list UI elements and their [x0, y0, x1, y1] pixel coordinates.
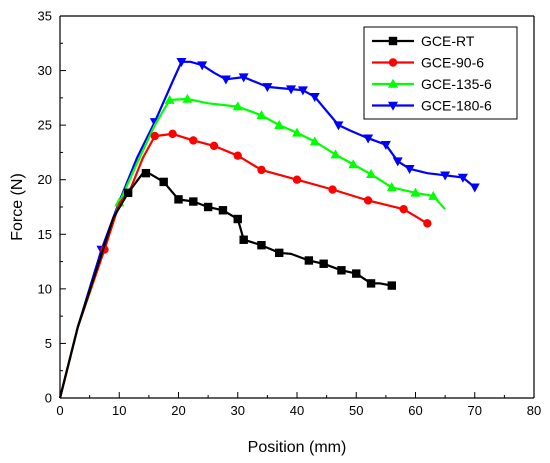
- data-point: [297, 86, 308, 96]
- data-point: [164, 94, 175, 104]
- data-point: [363, 196, 373, 205]
- data-point: [257, 165, 266, 175]
- data-point: [410, 187, 421, 197]
- y-tick-label: 20: [38, 172, 52, 187]
- data-point: [262, 83, 273, 93]
- data-point: [203, 202, 213, 212]
- data-point: [366, 279, 376, 288]
- data-point: [292, 175, 302, 184]
- x-tick-label: 80: [527, 403, 541, 418]
- data-point: [218, 206, 228, 215]
- data-point: [428, 190, 439, 200]
- data-point: [239, 235, 248, 244]
- data-point: [220, 75, 231, 85]
- data-point: [141, 168, 151, 178]
- plot-area: [58, 58, 480, 399]
- series-gce-rt: [58, 168, 396, 399]
- legend-label: GCE-90-6: [421, 55, 484, 71]
- legend-entry-gce-180-6: GCE-180-6: [372, 98, 492, 114]
- y-axis-title: Force (N): [9, 173, 26, 241]
- data-point: [440, 171, 451, 181]
- data-point: [457, 173, 468, 183]
- data-point: [123, 188, 133, 198]
- data-point: [274, 119, 285, 129]
- y-tick-label: 10: [38, 281, 52, 296]
- data-point: [423, 219, 432, 228]
- legend-marker: [388, 36, 398, 46]
- x-tick-label: 10: [112, 403, 126, 418]
- x-axis-title: Position (mm): [248, 439, 347, 456]
- data-point: [386, 182, 397, 192]
- data-point: [232, 101, 243, 111]
- data-point: [209, 141, 219, 151]
- x-tick-label: 50: [349, 403, 363, 418]
- data-point: [275, 248, 284, 258]
- data-point: [197, 61, 208, 71]
- x-tick-label: 0: [56, 403, 63, 418]
- axes: 0 10 20 30 40 50 60 70 80 0 5 10 15 20 25 30 35: [38, 9, 542, 419]
- y-tick-label: 5: [45, 336, 52, 351]
- y-tick-label: 30: [38, 63, 52, 78]
- legend-entry-gce-135-6: GCE-135-6: [372, 76, 492, 92]
- data-point: [469, 183, 480, 193]
- series-gce-180-6: [58, 58, 480, 399]
- legend-entry-gce-rt: GCE-RT: [372, 33, 475, 49]
- data-point: [256, 110, 267, 120]
- legend-entry-gce-90-6: GCE-90-6: [372, 55, 484, 71]
- y-tick-label: 25: [38, 118, 52, 133]
- data-point: [168, 129, 177, 139]
- series-gce-90-6: [58, 129, 432, 399]
- data-point: [286, 85, 297, 95]
- data-point: [366, 169, 377, 179]
- data-point: [337, 266, 346, 275]
- data-point: [392, 157, 403, 167]
- data-point: [333, 121, 344, 131]
- data-point: [233, 151, 242, 160]
- legend-marker: [388, 58, 398, 67]
- legend-label: GCE-180-6: [421, 98, 492, 114]
- data-point: [352, 269, 361, 278]
- legend-label: GCE-135-6: [421, 76, 492, 92]
- data-point: [348, 159, 359, 169]
- y-tick-label: 0: [45, 391, 52, 406]
- x-tick-label: 40: [290, 403, 304, 418]
- y-tick-label: 35: [38, 9, 52, 24]
- data-point: [174, 195, 183, 204]
- legend-label: GCE-RT: [421, 33, 475, 49]
- data-point: [309, 92, 320, 102]
- data-point: [304, 256, 314, 265]
- legend: GCE-RT GCE-90-6 GCE-135-6 GCE-180-6: [363, 26, 518, 120]
- data-point: [319, 259, 328, 268]
- data-point: [182, 93, 193, 103]
- data-point: [399, 204, 408, 214]
- legend-marker: [388, 78, 398, 88]
- data-point: [233, 214, 242, 224]
- data-point: [257, 241, 266, 250]
- data-point: [150, 131, 159, 141]
- data-point: [189, 197, 198, 206]
- data-point: [387, 281, 396, 290]
- data-point: [328, 185, 337, 194]
- x-tick-label: 60: [408, 403, 422, 418]
- data-point: [189, 136, 198, 145]
- data-point: [292, 127, 302, 137]
- legend-marker: [388, 101, 398, 111]
- data-point: [380, 140, 391, 150]
- y-tick-label: 15: [38, 227, 52, 242]
- x-tick-label: 70: [468, 403, 482, 418]
- x-tick-label: 30: [231, 403, 245, 418]
- x-tick-label: 20: [171, 403, 185, 418]
- data-point: [404, 165, 415, 174]
- data-point: [176, 58, 187, 68]
- data-point: [238, 73, 249, 83]
- data-point: [363, 134, 374, 144]
- data-point: [330, 149, 341, 159]
- series-line: [58, 60, 476, 399]
- data-point: [159, 177, 168, 187]
- data-point: [309, 136, 320, 146]
